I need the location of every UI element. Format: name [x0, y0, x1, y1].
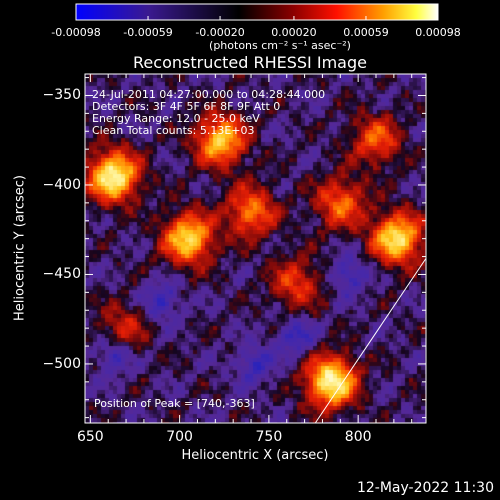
- x-tick-label: 750: [255, 429, 283, 445]
- x-tick-label: 800: [344, 429, 372, 445]
- chart-title: Reconstructed RHESSI Image: [133, 53, 367, 72]
- colorbar-tick-label: -0.00059: [123, 26, 173, 39]
- colorbar-tick-label: -0.00020: [195, 26, 245, 39]
- colorbar-tickmarks: [75, 16, 439, 20]
- plot-area: 24-Jul-2011 04:27:00.000 to 04:28:44.000…: [85, 74, 426, 423]
- clean-annotation: Clean Total counts: 5.13E+03: [92, 124, 255, 137]
- colorbar-tick-label: -0.00098: [51, 26, 101, 39]
- colorbar: [75, 3, 439, 21]
- colorbar-gradient: [75, 3, 439, 21]
- y-axis-label: Heliocentric Y (arcsec): [12, 175, 28, 321]
- colorbar-units: (photons cm⁻² s⁻¹ asec⁻²): [209, 39, 351, 52]
- colorbar-tick-label: 0.00020: [271, 26, 317, 39]
- y-tick-label: −400: [42, 176, 81, 193]
- y-tick-label: −350: [42, 87, 81, 104]
- x-tick-label: 650: [76, 429, 104, 445]
- y-tick-label: −450: [42, 266, 81, 283]
- timestamp: 12-May-2022 11:30: [356, 480, 494, 496]
- x-axis-label: Heliocentric X (arcsec): [181, 448, 329, 463]
- colorbar-tick-label: 0.00059: [343, 26, 389, 39]
- y-tick-label: −500: [42, 355, 81, 372]
- peak-position-annotation: Position of Peak = [740,-363]: [94, 397, 255, 410]
- x-tick-label: 700: [166, 429, 193, 445]
- colorbar-tick-label: 0.00098: [415, 26, 461, 39]
